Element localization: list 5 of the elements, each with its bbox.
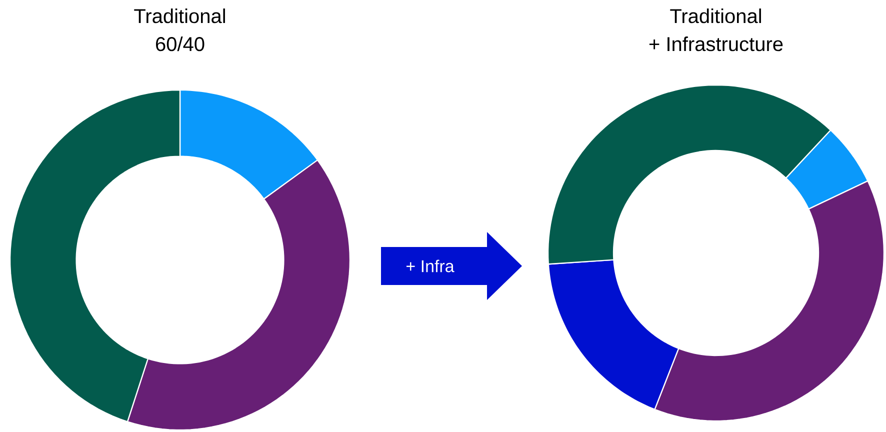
chart-subtitle: + Infrastructure bbox=[649, 36, 783, 52]
chart-subtitle: 60/40 bbox=[156, 36, 204, 52]
chart-title: Traditional bbox=[134, 8, 225, 24]
chart-title: Traditional bbox=[670, 8, 761, 24]
text: + Infra bbox=[406, 260, 454, 272]
